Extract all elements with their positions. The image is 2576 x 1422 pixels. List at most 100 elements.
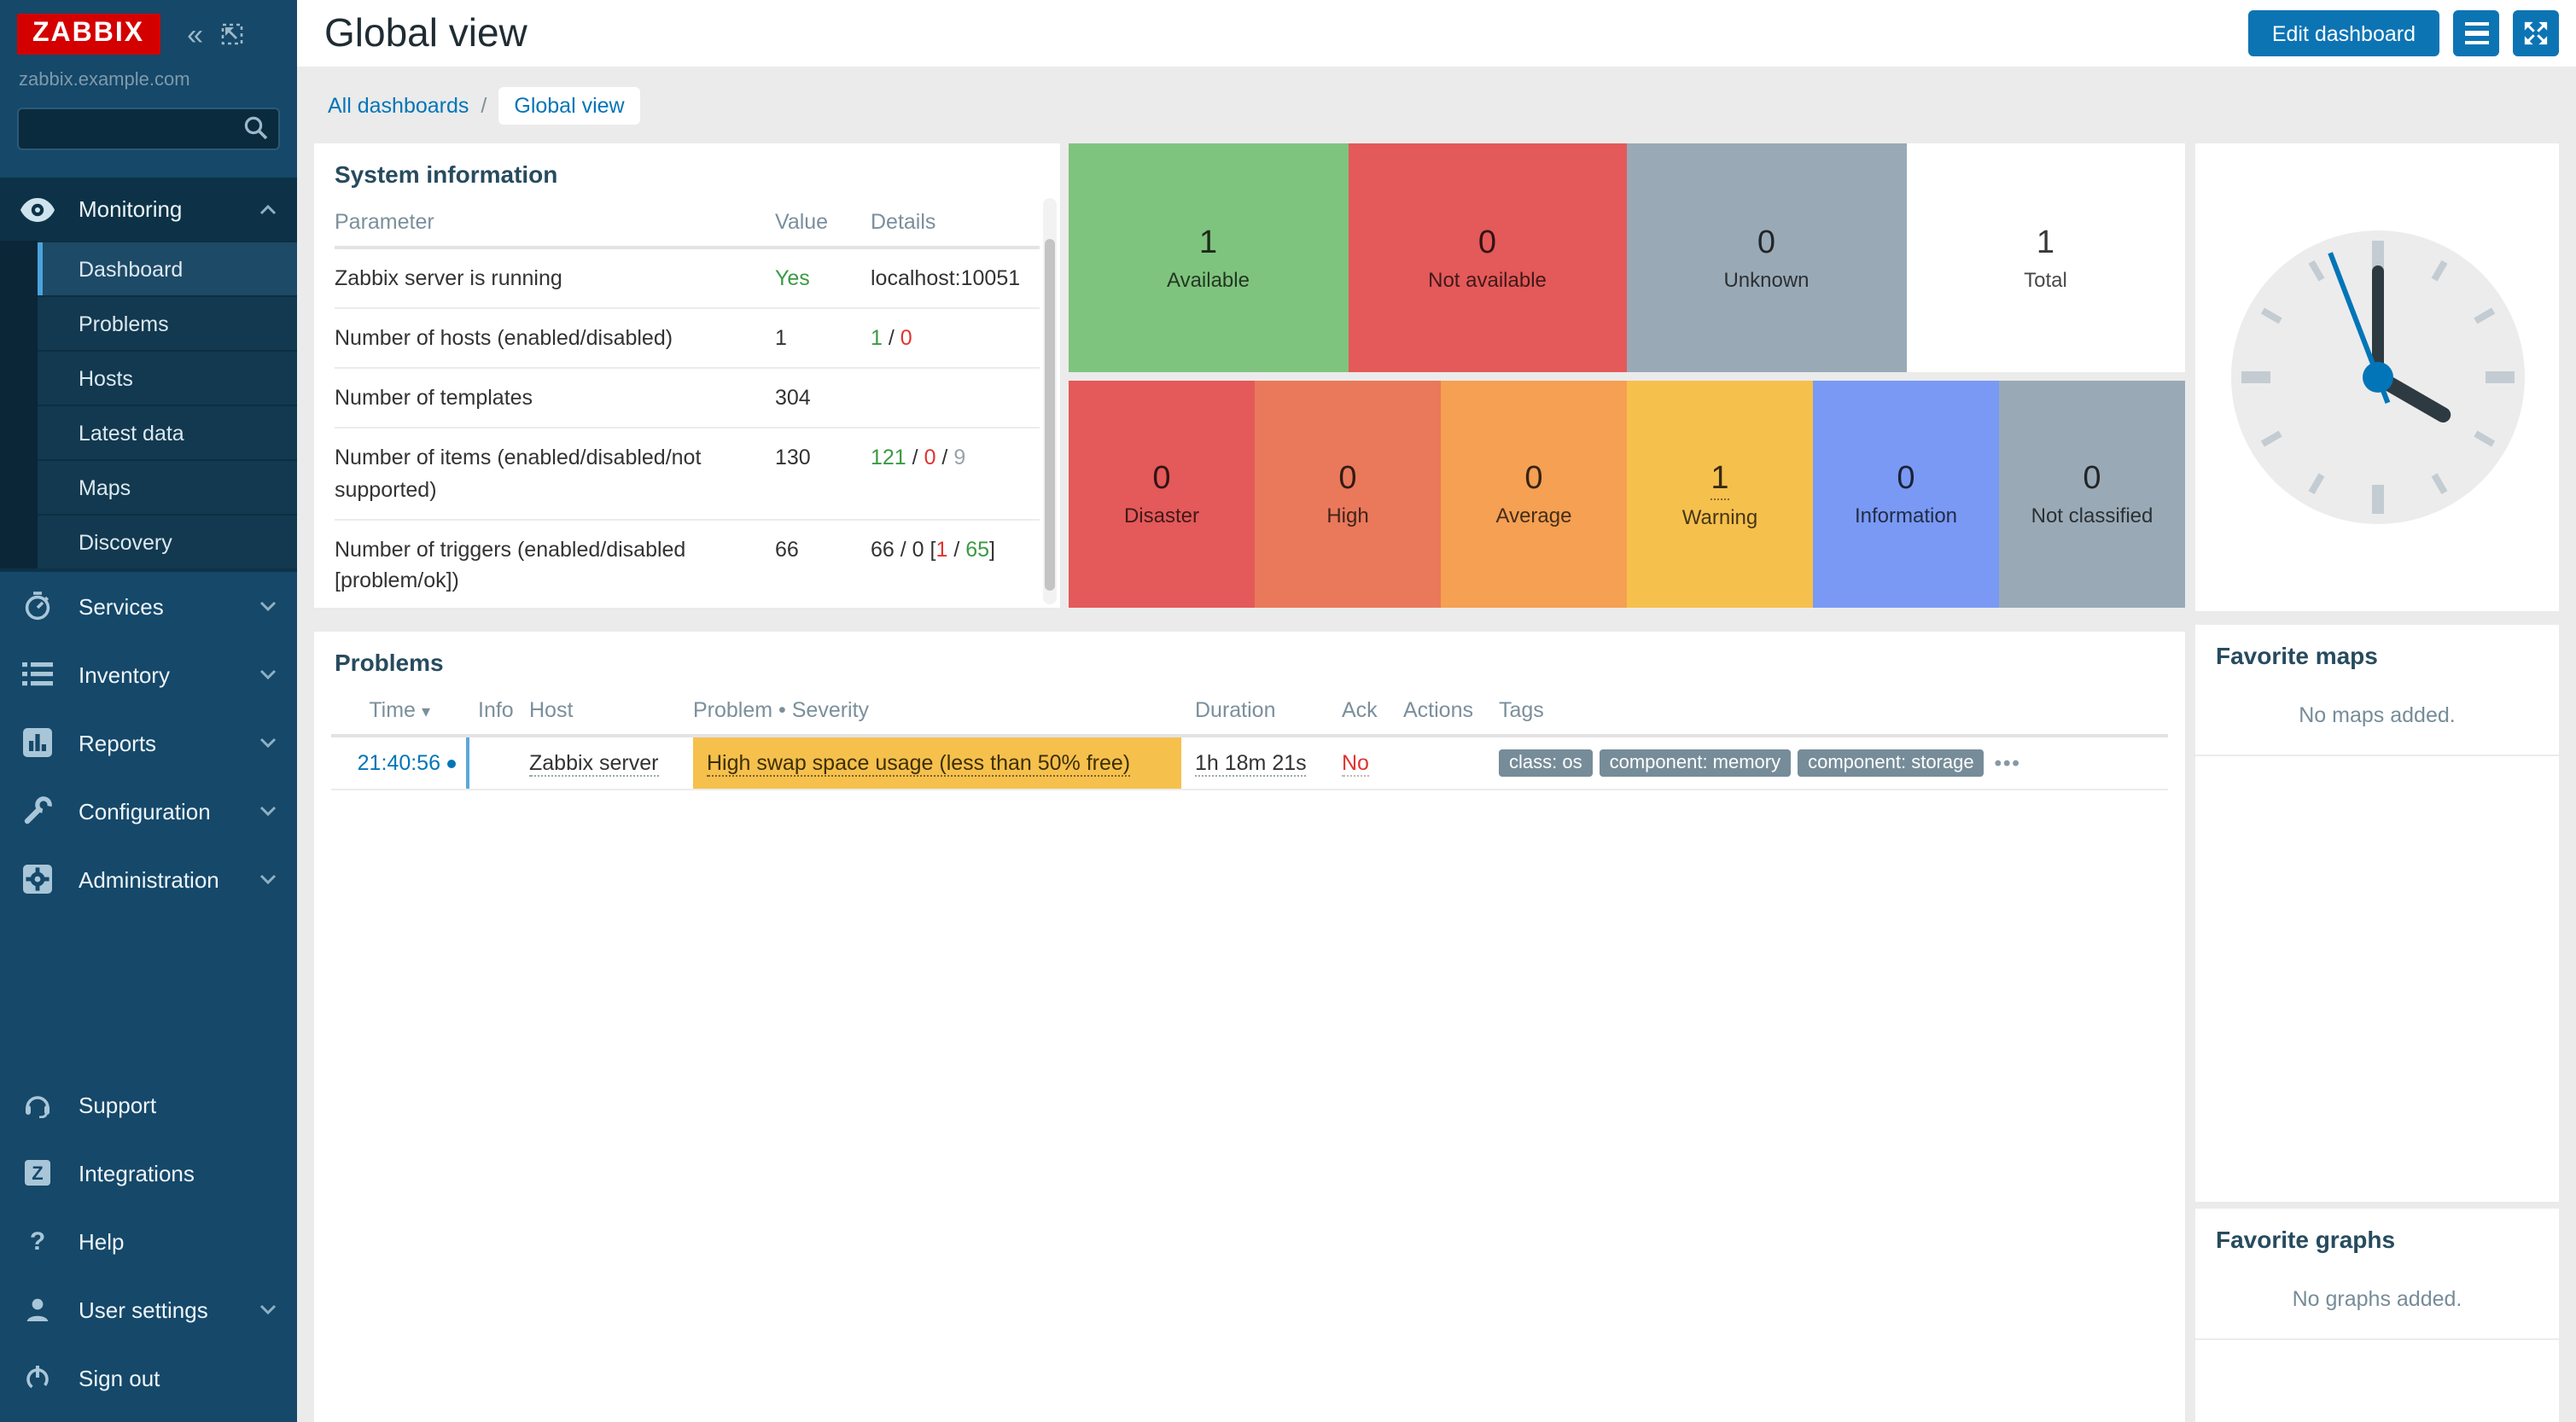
param-cell: Zabbix server is running [335,248,775,310]
availability-cell-not-available: 0 Not available [1348,143,1627,372]
breadcrumb: All dashboards / Global view [328,87,640,125]
sidebar-item-latest-data[interactable]: Latest data [38,405,297,459]
chevron-up-icon [259,204,277,214]
stat-label: Average [1495,504,1572,527]
support-headset-icon [20,1091,55,1118]
svg-text:Z: Z [32,1163,43,1184]
value-cell: 130 [775,428,871,521]
column-header-duration: Duration [1195,698,1276,722]
details-cell: 121 / 0 / 9 [871,428,1040,521]
tag-badge[interactable]: component: memory [1599,749,1792,777]
sidebar-item-maps[interactable]: Maps [38,459,297,514]
stat-label: Unknown [1723,267,1810,291]
zabbix-logo[interactable]: ZABBIX [17,14,160,55]
sidebar-item-problems[interactable]: Problems [38,295,297,350]
server-name: zabbix.example.com [19,70,190,90]
warning-count-link[interactable]: 1 [1711,460,1729,499]
ack-link[interactable]: No [1342,750,1369,776]
table-row: Zabbix server is running Yes localhost:1… [335,248,1040,310]
subitem-label: Maps [79,475,131,499]
severity-cell-average: 0 Average [1441,381,1627,608]
sidebar-item-reports[interactable]: Reports [0,708,297,777]
sidebar-item-inventory[interactable]: Inventory [0,640,297,708]
column-header-host: Host [529,698,574,722]
dashboard-menu-button[interactable] [2453,10,2499,56]
breadcrumb-current[interactable]: Global view [498,87,640,125]
problem-link[interactable]: High swap space usage (less than 50% fre… [707,750,1131,776]
stat-label: High [1326,504,1369,527]
sidebar-item-support[interactable]: Support [0,1070,297,1139]
tag-badge[interactable]: class: os [1499,749,1593,777]
sidebar-item-label: User settings [79,1297,208,1322]
sidebar-item-label: Integrations [79,1160,195,1186]
availability-cell-available: 1 Available [1069,143,1348,372]
sidebar-item-label: Monitoring [79,196,183,222]
hamburger-icon [2464,21,2488,45]
chevron-down-icon [259,874,277,884]
timeline-bar [466,737,469,789]
column-header-parameter: Parameter [335,198,775,249]
empty-message: No maps added. [2195,679,2559,756]
empty-message: No graphs added. [2195,1263,2559,1340]
sidebar-item-user-settings[interactable]: User settings [0,1275,297,1343]
param-cell: Number of triggers (enabled/disabled [pr… [335,519,775,608]
unresolved-dot-icon [447,760,456,768]
tag-badge[interactable]: component: storage [1798,749,1984,777]
search-input[interactable] [19,109,278,149]
top-bar: Global view Edit dashboard [297,0,2576,67]
sidebar-item-label: Configuration [79,798,211,824]
host-link[interactable]: Zabbix server [529,750,659,776]
duration-link[interactable]: 1h 18m 21s [1195,750,1307,776]
problems-by-severity-widget: 0 Disaster 0 High 0 Average 1 Warning 0 … [1069,381,2185,608]
stat-count: 1 [2036,224,2055,260]
column-header-time[interactable]: Time ▾ [369,698,430,722]
sidebar-item-help[interactable]: ? Help [0,1207,297,1275]
widget-title: Problems [335,649,444,676]
subitem-label: Latest data [79,421,184,445]
sidebar-item-integrations[interactable]: Z Integrations [0,1139,297,1207]
value-cell: 1 [775,308,871,370]
kiosk-mode-button[interactable] [2513,10,2559,56]
sort-down-icon: ▾ [421,703,430,722]
availability-cell-total: 1 Total [1906,143,2185,372]
stat-count: 0 [2083,461,2101,497]
edit-dashboard-button[interactable]: Edit dashboard [2247,10,2439,56]
scrollbar-track[interactable] [1043,198,1057,604]
value-cell: 304 [775,368,871,429]
details-cell: localhost:10051 [871,248,1040,310]
breadcrumb-all-dashboards[interactable]: All dashboards [328,94,469,118]
hide-sidebar-icon[interactable] [220,22,244,46]
sidebar-item-label: Inventory [79,661,170,687]
column-header-tags: Tags [1499,698,1544,722]
value-cell: 66 [775,519,871,608]
sidebar-item-sign-out[interactable]: Sign out [0,1343,297,1412]
problem-info-cell [478,737,529,789]
more-tags-button[interactable]: ••• [1991,751,2025,775]
scrollbar-thumb[interactable] [1045,239,1055,591]
sidebar-item-monitoring[interactable]: Monitoring [0,178,297,241]
sidebar-item-administration[interactable]: Administration [0,845,297,913]
sidebar-item-discovery[interactable]: Discovery [38,514,297,568]
subitem-label: Discovery [79,530,172,554]
problem-time-link[interactable]: 21:40:56 [357,751,440,775]
chevron-down-icon [259,601,277,611]
problem-actions-cell [1403,737,1499,789]
fullscreen-arrows-icon [2524,21,2548,45]
table-row: Number of items (enabled/disabled/not su… [335,428,1040,521]
sidebar-item-services[interactable]: Services [0,572,297,640]
column-header-ack: Ack [1342,698,1378,722]
stat-label: Not available [1428,267,1547,291]
problems-table-header: Time ▾ Info Host Problem • Severity Dura… [331,686,2168,737]
details-cell: 66 / 0 [1 / 65] [871,519,1040,608]
table-row: Number of hosts (enabled/disabled) 1 1 /… [335,308,1040,370]
severity-cell-high: 0 High [1255,381,1441,608]
search-icon[interactable] [242,114,270,150]
column-header-actions: Actions [1403,698,1473,722]
collapse-sidebar-icon[interactable]: « [187,18,204,50]
integrations-z-icon: Z [20,1159,55,1186]
sidebar-item-dashboard[interactable]: Dashboard [38,241,297,295]
sidebar-item-hosts[interactable]: Hosts [38,350,297,405]
sidebar-item-configuration[interactable]: Configuration [0,777,297,845]
sidebar-item-label: Support [79,1092,157,1117]
user-icon [20,1296,55,1323]
